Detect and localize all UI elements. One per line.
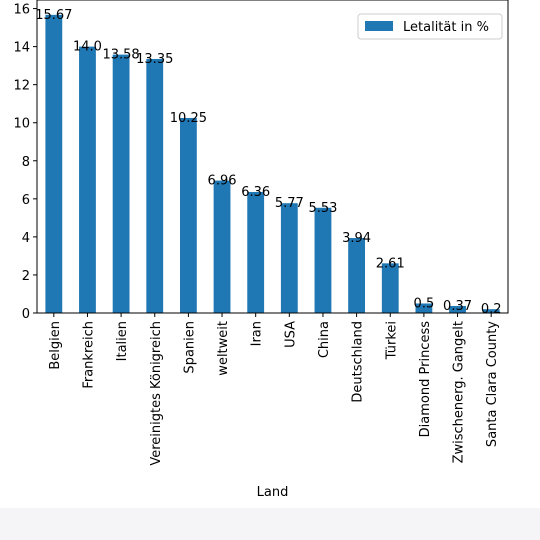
bar xyxy=(146,58,164,313)
x-tick-label: Deutschland xyxy=(351,321,366,403)
y-tick-label: 16 xyxy=(13,3,30,18)
bar-value-label: 2.61 xyxy=(376,256,405,271)
x-tick-label: Spanien xyxy=(182,321,197,374)
y-tick-label: 2 xyxy=(22,269,30,284)
y-tick-label: 8 xyxy=(22,155,30,170)
bar-value-label: 10.25 xyxy=(170,111,207,126)
x-tick-label: Italien xyxy=(115,321,130,361)
bar-value-label: 13.35 xyxy=(136,52,173,67)
x-tick-label: China xyxy=(317,321,332,358)
bar xyxy=(280,203,298,313)
bar xyxy=(179,117,197,313)
bar xyxy=(348,238,366,313)
y-tick-label: 4 xyxy=(22,231,30,246)
x-axis: Belgien Frankreich Italien Vereinigtes Köni… xyxy=(48,313,500,466)
footer-band xyxy=(0,508,540,540)
bars-layer xyxy=(45,14,500,314)
y-axis: 0 2 4 6 8 10 12 14 16 xyxy=(13,3,37,322)
bar xyxy=(482,309,500,313)
plot-frame xyxy=(36,0,509,314)
bar-value-label: 5.77 xyxy=(275,196,304,211)
bar-value-label: 13.58 xyxy=(102,48,139,63)
x-tick-label: Vereinigtes Königreich xyxy=(149,321,164,466)
bar-value-label: 0.37 xyxy=(443,299,472,314)
bar xyxy=(381,263,399,313)
legend-label: Letalität in % xyxy=(403,20,489,35)
bar-value-label: 6.36 xyxy=(241,185,270,200)
x-tick-label: Zwischenerg. Gangelt xyxy=(452,321,467,463)
x-tick-label: Diamond Princess xyxy=(418,321,433,438)
y-tick-label: 6 xyxy=(22,193,30,208)
bar xyxy=(112,54,130,313)
bar-value-label: 5.53 xyxy=(308,201,337,216)
x-tick-label: Iran xyxy=(250,321,265,346)
bar xyxy=(314,207,332,313)
y-tick-label: 10 xyxy=(13,117,30,132)
legend-box xyxy=(357,13,503,40)
x-tick-label: Belgien xyxy=(48,321,63,370)
legend-swatch xyxy=(365,21,393,31)
bar xyxy=(79,46,96,314)
bar xyxy=(213,180,231,313)
bar-value-label: 3.94 xyxy=(342,231,371,246)
x-tick-label: Santa Clara County xyxy=(485,321,500,447)
y-tick-label: 12 xyxy=(13,79,30,94)
y-tick-label: 14 xyxy=(13,41,30,56)
bar-value-label: 6.96 xyxy=(208,174,237,189)
y-tick-label: 0 xyxy=(22,307,30,322)
bar xyxy=(247,191,265,313)
legend: Letalität in % xyxy=(357,13,503,40)
bar-value-label: 14.0 xyxy=(73,40,102,55)
bar xyxy=(449,305,466,313)
bar-value-label: 0.5 xyxy=(414,296,435,311)
x-tick-label: Türkei xyxy=(384,321,399,360)
x-tick-label: USA xyxy=(283,321,298,348)
x-tick-label: weltweit xyxy=(216,321,231,376)
bar xyxy=(45,14,63,313)
bar-value-label: 15.67 xyxy=(35,8,72,23)
bar xyxy=(415,303,433,313)
x-tick-label: Frankreich xyxy=(81,321,96,389)
x-axis-title: Land xyxy=(257,485,289,500)
